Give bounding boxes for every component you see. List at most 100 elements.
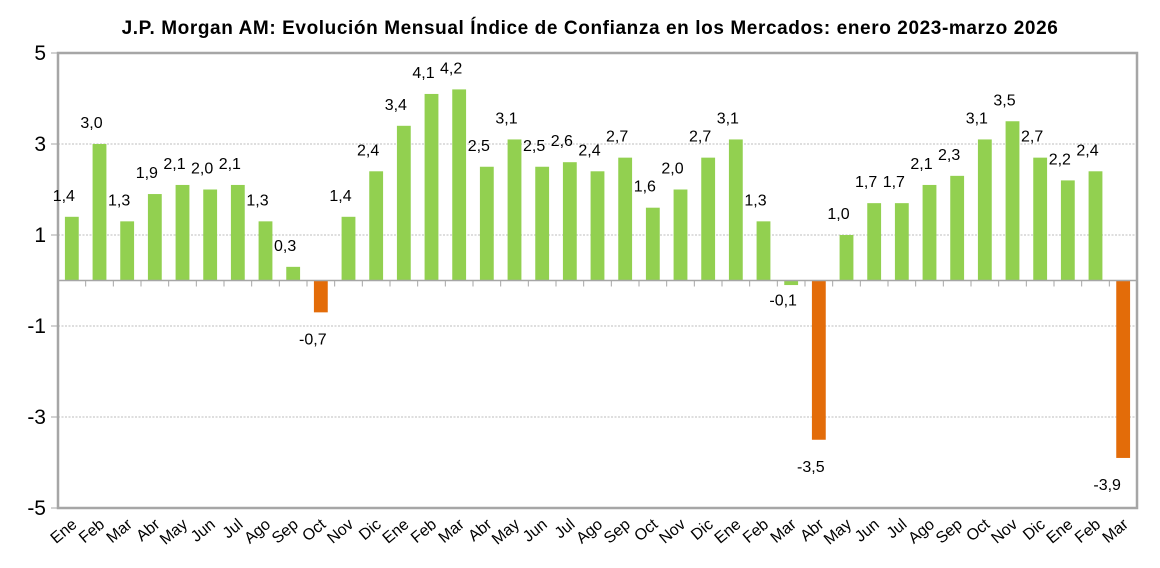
data-label: 0,3: [274, 238, 296, 255]
data-label: 2,2: [1049, 151, 1071, 168]
data-label: 4,2: [440, 60, 462, 77]
data-label: 2,3: [938, 147, 960, 164]
x-tick-label: Sep: [601, 516, 634, 547]
bar: [452, 89, 467, 281]
bar: [64, 216, 79, 281]
data-label: 2,7: [606, 129, 628, 146]
data-label: 1,4: [329, 188, 351, 205]
x-tick-label: Feb: [408, 516, 440, 547]
x-tick-label: Feb: [1072, 516, 1104, 547]
data-label: 1,0: [827, 206, 849, 223]
y-tick-label: -5: [27, 497, 46, 520]
x-tick-label: Ene: [48, 516, 81, 547]
x-tick-label: Ene: [1044, 516, 1077, 547]
x-tick-label: Ago: [905, 516, 938, 547]
x-tick-label: Abr: [133, 516, 164, 545]
data-label: 1,3: [108, 192, 130, 209]
data-label: 2,5: [523, 138, 545, 155]
x-tick-label: May: [821, 516, 855, 548]
data-label: 2,4: [578, 142, 600, 159]
bar: [396, 125, 411, 281]
bar: [839, 235, 854, 281]
data-label: 3,4: [385, 97, 407, 114]
x-tick-label: Oct: [631, 516, 661, 545]
bar: [562, 162, 577, 281]
x-tick-label: Feb: [740, 516, 772, 547]
x-tick-label: Jun: [852, 516, 883, 546]
bar: [784, 280, 799, 286]
y-tick-label: 5: [34, 42, 46, 65]
data-label: 1,3: [246, 192, 268, 209]
data-label: 3,0: [80, 115, 102, 132]
x-tick-label: Nov: [324, 516, 357, 547]
bar: [1005, 121, 1020, 281]
x-tick-label: Oct: [299, 516, 329, 545]
bar: [1060, 180, 1075, 281]
axes: [56, 51, 1139, 510]
data-label: 2,5: [468, 138, 490, 155]
x-tick-label: Ene: [712, 516, 745, 547]
x-tick-label: May: [489, 516, 523, 548]
data-label: 1,7: [855, 174, 877, 191]
x-tick-label: Jul: [552, 516, 579, 542]
bar: [728, 139, 743, 281]
x-tick-label: Ene: [380, 516, 413, 547]
x-tick-label: Mar: [436, 516, 469, 547]
bar: [203, 189, 218, 281]
y-tick-label: 1: [34, 224, 46, 247]
y-tick-label: -1: [27, 315, 46, 338]
x-tick-label: Jun: [188, 516, 219, 546]
x-tick-label: Abr: [797, 516, 828, 545]
x-tick-label: Ago: [241, 516, 274, 547]
x-tick-label: Nov: [988, 516, 1021, 547]
x-tick-label: Sep: [933, 516, 966, 547]
data-label: 2,1: [163, 156, 185, 173]
bar: [92, 144, 107, 281]
bar: [1033, 157, 1048, 281]
data-labels: 1,4 3,0 1,3 1,9 2,1 2,0 2,1 1,3 0,3 -0,7 1,4 2,4 3,4…: [53, 60, 1121, 494]
y-tick-label: -3: [27, 406, 46, 429]
bar: [894, 203, 909, 281]
bar: [313, 280, 328, 313]
x-tick-label: Nov: [656, 516, 689, 547]
x-tick-label: Mar: [1100, 516, 1133, 547]
data-label: 3,1: [717, 110, 739, 127]
x-tick-label: Jun: [520, 516, 551, 546]
bar: [645, 207, 660, 281]
x-tick-label: Mar: [768, 516, 801, 547]
y-tick-label: 3: [34, 133, 46, 156]
data-label: 2,1: [219, 156, 241, 173]
bar: [922, 184, 937, 281]
bar: [618, 157, 633, 281]
data-label: 2,4: [357, 142, 379, 159]
data-label: 1,6: [634, 179, 656, 196]
bar: [286, 266, 301, 281]
x-tick-label: Dic: [1020, 516, 1049, 544]
x-tick-label: Mar: [104, 516, 137, 547]
bar: [756, 221, 771, 281]
bar: [424, 93, 439, 281]
bar: [867, 203, 882, 281]
bar: [590, 171, 605, 281]
x-tick-label: Sep: [269, 516, 302, 547]
x-tick-label: May: [157, 516, 191, 548]
data-label: 1,9: [136, 165, 158, 182]
x-tick-label: Dic: [356, 516, 385, 544]
bar: [369, 171, 384, 281]
data-label: 4,1: [412, 65, 434, 82]
chart-title: J.P. Morgan AM: Evolución Mensual Índice…: [121, 18, 1059, 39]
bar: [977, 139, 992, 281]
bar: [1116, 280, 1131, 458]
y-axis-ticks: 5 3 1 -1 -3 -5: [27, 42, 58, 520]
bar: [230, 184, 245, 281]
data-label: 2,4: [1076, 142, 1098, 159]
data-label: 3,5: [993, 92, 1015, 109]
bar: [811, 280, 826, 440]
data-label: -3,9: [1093, 477, 1121, 494]
bar: [479, 166, 494, 281]
data-label: -3,5: [797, 459, 825, 476]
bar: [147, 194, 162, 281]
data-label: 2,7: [689, 129, 711, 146]
bar: [1088, 171, 1103, 281]
